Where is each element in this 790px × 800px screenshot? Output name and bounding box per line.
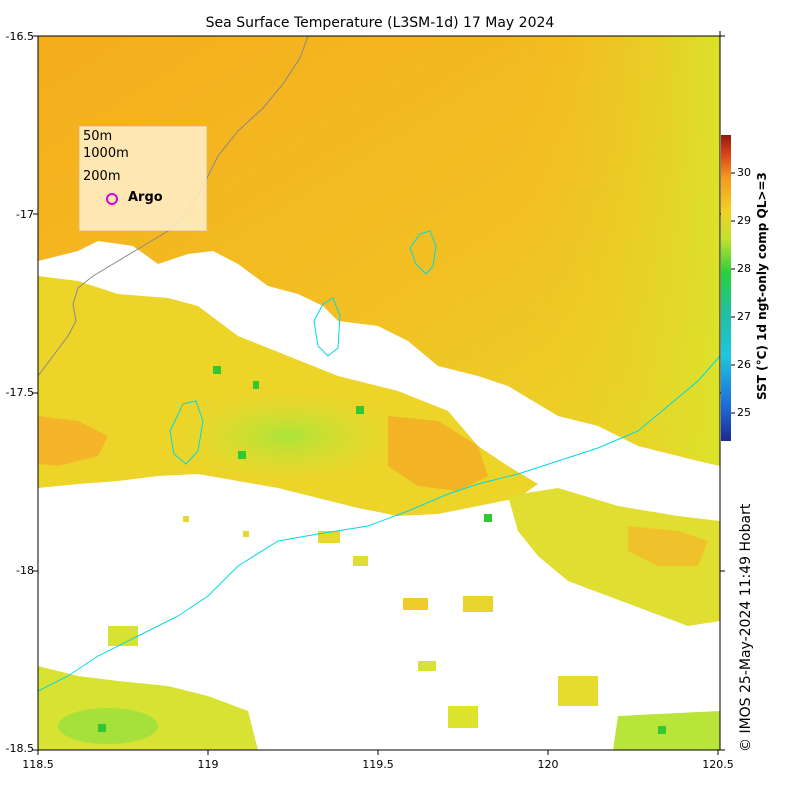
x-tick-label: 119.5 [362,758,394,771]
y-tick-label: -18.5 [5,742,34,755]
island-contour [409,230,437,275]
sst-patch [463,596,493,612]
map-title: Sea Surface Temperature (L3SM-1d) 17 May… [205,15,555,31]
sst-green-patch [178,391,398,481]
sst-patch [183,516,189,522]
y-tick-label: -17 [16,208,34,221]
sst-patch [418,661,436,671]
sst-patch [108,626,138,646]
sst-patch [243,531,249,537]
island-contour [169,400,204,465]
sst-pixel [253,381,259,389]
map-legend: 50m 1000m 200m Argo [79,126,207,231]
legend-item-200m: 200m [83,169,121,184]
sst-field-southeast-corner [613,711,720,750]
sst-pixel [356,406,364,414]
colorbar-tick-label: 29 [737,214,751,227]
sst-orange-southeast [628,526,708,566]
colorbar-tick-label: 27 [737,310,751,323]
sst-green-southwest [58,708,158,744]
x-tick-label: 118.5 [22,758,54,771]
legend-item-50m: 50m [83,129,113,144]
argo-marker-icon [106,193,118,205]
colorbar [721,135,735,441]
sst-map[interactable]: 50m 1000m 200m Argo [38,36,720,750]
sst-patch [353,556,368,566]
y-tick-label: -17.5 [5,386,34,399]
sst-map-canvas[interactable] [38,36,720,750]
colorbar-tick-label: 26 [737,358,751,371]
credit-text: © IMOS 25-May-2024 11:49 Hobart [738,503,754,752]
x-tick-label: 120.5 [702,758,734,771]
sst-orange-west [38,416,108,466]
sst-patch [448,706,478,728]
sst-pixel [98,724,106,732]
x-tick-label: 119 [197,758,219,771]
legend-item-argo: Argo [128,190,163,205]
sst-pixel [213,366,221,374]
y-tick-label: -18 [16,564,34,577]
sst-field-east-tint [518,36,720,466]
sst-pixel [238,451,246,459]
sst-pixel [484,514,492,522]
sst-pixel [658,726,666,734]
y-tick-label: -16.5 [5,30,34,43]
colorbar-tick-label: 28 [737,262,751,275]
x-tick-label: 120 [537,758,559,771]
sst-orange-patch [388,416,488,491]
legend-item-1000m: 1000m [83,146,129,161]
colorbar-tick-label: 25 [737,406,751,419]
sst-patch [318,531,340,543]
sst-patch [403,598,428,610]
sst-field-southeast [508,488,720,626]
coastline [38,36,309,377]
sst-patch [558,676,598,706]
bathymetry-contour-200m [38,355,720,692]
colorbar-tick-label: 30 [737,166,751,179]
colorbar-label: SST (°C) 1d ngt-only comp QL>=3 [755,172,769,400]
island-contour [313,297,341,357]
